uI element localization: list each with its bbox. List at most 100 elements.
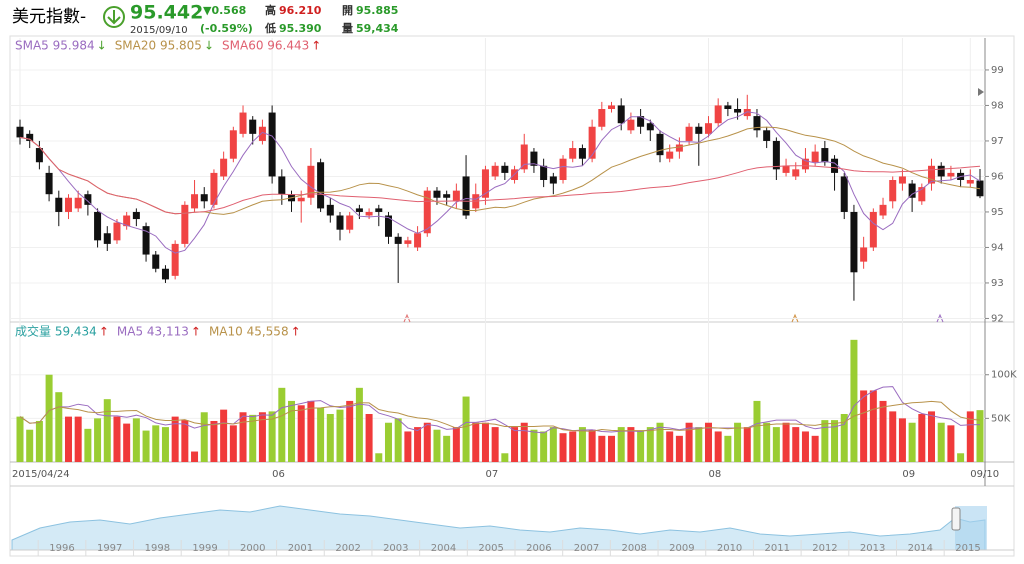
candle-body (724, 105, 732, 109)
volume-bar (336, 409, 344, 462)
volume-bar (714, 431, 722, 462)
volume-bar (472, 422, 480, 462)
volume-bar (181, 420, 189, 462)
candle-body (326, 204, 334, 216)
candle-body (152, 254, 160, 269)
signal-marker (791, 313, 799, 323)
volume-bar (821, 420, 829, 462)
candle-body (35, 148, 43, 163)
candle-body (249, 119, 257, 134)
candle-body (336, 215, 344, 230)
legend-entry: SMA5 95.984 (15, 39, 95, 53)
candle-body (443, 194, 451, 198)
volume-bar (443, 435, 451, 462)
volume-bar (355, 387, 363, 462)
volume-bar (452, 427, 460, 462)
navigator-year: 2011 (765, 543, 790, 554)
volume-bar (753, 400, 761, 462)
candle-body (578, 148, 586, 159)
candle-body (26, 133, 34, 141)
scroll-marker (978, 88, 984, 96)
candle-body (704, 123, 712, 134)
candle-body (937, 165, 945, 177)
signal-marker (403, 313, 411, 323)
volume-bar (501, 453, 509, 462)
candle-body (181, 204, 189, 244)
candle-body (74, 197, 82, 209)
candle-body (210, 172, 218, 205)
candle-body (433, 190, 441, 198)
volume-bar (763, 422, 771, 462)
volume-bar (860, 390, 868, 462)
candle-body (191, 194, 199, 209)
candle-body (501, 165, 509, 173)
volume-bar (132, 418, 140, 462)
candle-body (608, 105, 616, 109)
volume-bar (84, 428, 92, 462)
candle-body (491, 165, 499, 177)
volume-bar (801, 431, 809, 462)
x-tick-label: 06 (272, 469, 285, 480)
candle-body (16, 126, 24, 138)
volume-bar (743, 427, 751, 462)
low-label: 低 (264, 21, 276, 35)
candle-body (831, 158, 839, 173)
volume-bar (326, 414, 334, 462)
navigator-year: 2007 (574, 543, 599, 554)
volume-bar (414, 427, 422, 462)
candle-body (908, 183, 916, 198)
candle-body (365, 211, 373, 216)
candle-body (103, 233, 111, 244)
volume-bar (685, 422, 693, 462)
candle-body (666, 151, 674, 159)
navigator-year: 2004 (431, 543, 456, 554)
volume-bar (530, 429, 538, 462)
candle-body (782, 165, 790, 173)
candle-body (549, 176, 557, 184)
volume-bar (152, 425, 160, 462)
legend-entry: MA5 43,113 (117, 325, 189, 339)
volume-bar (394, 418, 402, 462)
volume-bar (947, 425, 955, 462)
candle-body (229, 130, 237, 159)
navigator-year: 2006 (526, 543, 551, 554)
x-tick-label: 07 (485, 469, 498, 480)
volume-bar (850, 339, 858, 462)
signal-marker (936, 313, 944, 323)
candle-body (540, 165, 548, 180)
candle-body (394, 236, 402, 244)
volume-bar (520, 422, 528, 462)
navigator-year: 2008 (621, 543, 646, 554)
candle-body (481, 169, 489, 198)
candle-body (966, 180, 974, 184)
navigator-year: 2001 (288, 543, 313, 554)
volume-bar (220, 409, 228, 462)
candle-body (414, 233, 422, 248)
candle-body (530, 151, 538, 166)
navigator-year: 1999 (192, 543, 217, 554)
navigator-handle[interactable] (951, 507, 961, 531)
volume-bar (249, 414, 257, 462)
volume-bar (918, 414, 926, 462)
candle-body (258, 126, 266, 141)
down-arrow (107, 10, 121, 25)
volume-bar (375, 453, 383, 462)
candle-body (132, 211, 140, 220)
volume-bar (229, 425, 237, 462)
volume-bar (957, 453, 965, 462)
navigator-year: 2000 (240, 543, 265, 554)
navigator-year: 2013 (860, 543, 885, 554)
candle-body (297, 197, 305, 202)
navigator-year: 2012 (812, 543, 837, 554)
candle-body (714, 105, 722, 124)
sma5-line (19, 111, 981, 254)
candle-body (840, 176, 848, 212)
y-tick-label: 92 (991, 313, 1004, 324)
volume-bar (161, 427, 169, 462)
volume-bar (423, 422, 431, 462)
candle-body (559, 158, 567, 180)
volume-bar (976, 410, 984, 462)
candle-body (161, 268, 169, 280)
